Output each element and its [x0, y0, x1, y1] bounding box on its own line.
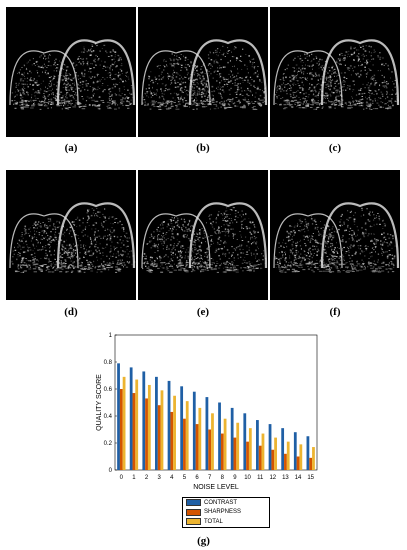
- bar-total-13: [286, 441, 290, 470]
- bar-total-9: [236, 422, 240, 470]
- bar-contrast-1: [129, 367, 133, 470]
- y-axis-label: QUALITY SCORE: [96, 374, 103, 431]
- x-tick-label: 12: [269, 475, 276, 481]
- chart-legend: CONTRAST SHARPNESS TOTAL: [182, 497, 270, 528]
- bar-total-4: [173, 395, 176, 470]
- bar-sharpness-4: [170, 411, 174, 470]
- y-tick-label: 0.6: [104, 387, 113, 393]
- x-tick-label: 13: [282, 475, 289, 481]
- bar-sharpness-11: [258, 445, 262, 470]
- x-tick-label: 9: [233, 475, 237, 481]
- bar-sharpness-8: [220, 433, 224, 470]
- legend-item-sharpness: SHARPNESS: [183, 508, 269, 518]
- x-tick-label: 2: [145, 475, 149, 481]
- panel-f-caption: (f): [329, 306, 341, 318]
- panel-e-image: [138, 170, 268, 300]
- x-tick-label: 4: [170, 475, 174, 481]
- bar-total-0: [122, 376, 126, 470]
- x-tick-label: 0: [120, 475, 124, 481]
- y-tick-label: 0.4: [104, 414, 113, 420]
- legend-swatch-sharpness: [186, 508, 201, 516]
- bar-sharpness-0: [119, 389, 123, 470]
- x-tick-label: 11: [257, 475, 264, 481]
- y-tick-label: 0.2: [104, 441, 113, 447]
- bar-sharpness-3: [157, 405, 161, 470]
- panel-c-image: [270, 7, 400, 137]
- x-tick-label: 15: [307, 475, 314, 481]
- x-tick-label: 5: [183, 475, 187, 481]
- legend-item-total: TOTAL: [183, 517, 269, 527]
- legend-swatch-contrast: [186, 499, 201, 507]
- bar-total-2: [147, 384, 151, 470]
- bar-sharpness-5: [183, 418, 186, 470]
- bar-sharpness-9: [233, 437, 237, 470]
- legend-label-total: TOTAL: [204, 518, 223, 525]
- bar-sharpness-13: [284, 453, 287, 470]
- y-tick-label: 0.8: [104, 360, 113, 366]
- bar-sharpness-10: [246, 441, 249, 470]
- bar-contrast-15: [306, 436, 310, 470]
- chart-caption: (g): [197, 535, 210, 547]
- y-tick-label: 1: [109, 333, 113, 339]
- x-tick-label: 7: [208, 475, 212, 481]
- x-tick-label: 3: [158, 475, 162, 481]
- bar-contrast-5: [180, 386, 184, 470]
- bar-sharpness-2: [145, 398, 148, 470]
- bar-contrast-14: [293, 432, 297, 470]
- bar-total-3: [160, 390, 164, 470]
- bar-total-15: [312, 447, 315, 470]
- bar-total-12: [274, 437, 277, 470]
- panel-f-image: [270, 170, 400, 300]
- bar-contrast-7: [205, 397, 209, 470]
- x-tick-label: 6: [195, 475, 199, 481]
- x-tick-label: 14: [295, 475, 302, 481]
- bar-contrast-13: [281, 428, 285, 470]
- panel-c-caption: (c): [328, 142, 342, 154]
- bar-contrast-9: [230, 407, 234, 470]
- x-tick-label: 8: [221, 475, 225, 481]
- bar-sharpness-1: [132, 393, 136, 470]
- quality-score-bar-chart: 00.20.40.60.810 1 2 3 4 5 6 7 8 9 10 11 12 13 14 15 QUA…: [96, 333, 318, 491]
- bar-contrast-12: [268, 424, 272, 470]
- x-tick-label: 1: [132, 475, 136, 481]
- bar-contrast-2: [142, 371, 146, 470]
- bar-sharpness-14: [296, 456, 300, 470]
- panel-e-caption: (e): [196, 306, 210, 318]
- bar-contrast-4: [167, 380, 171, 470]
- bar-total-7: [211, 413, 214, 470]
- legend-label-contrast: CONTRAST: [204, 499, 237, 506]
- bar-sharpness-7: [208, 429, 212, 470]
- y-tick-label: 0: [109, 468, 113, 474]
- bar-total-11: [261, 433, 265, 470]
- bar-total-1: [135, 379, 139, 470]
- bar-contrast-0: [117, 363, 120, 470]
- bar-total-5: [185, 401, 189, 470]
- panel-a-caption: (a): [64, 142, 78, 154]
- bar-contrast-8: [218, 402, 221, 470]
- bar-sharpness-6: [195, 424, 199, 470]
- panel-d-image: [6, 170, 136, 300]
- legend-swatch-total: [186, 518, 201, 526]
- bar-total-14: [299, 444, 303, 470]
- bar-sharpness-15: [309, 457, 313, 470]
- bar-contrast-10: [243, 413, 247, 470]
- panel-a-image: [6, 7, 136, 137]
- bar-contrast-3: [155, 376, 158, 470]
- bar-contrast-6: [192, 391, 196, 470]
- bar-sharpness-12: [271, 449, 275, 470]
- panel-b-caption: (b): [196, 142, 210, 154]
- bar-total-6: [198, 407, 202, 470]
- panel-d-caption: (d): [64, 306, 78, 318]
- legend-item-contrast: CONTRAST: [183, 498, 269, 508]
- bar-contrast-11: [256, 420, 259, 470]
- bar-total-10: [248, 428, 252, 470]
- x-axis-label: NOISE LEVEL: [193, 484, 239, 491]
- legend-label-sharpness: SHARPNESS: [204, 509, 242, 516]
- panel-b-image: [138, 7, 268, 137]
- bar-total-8: [223, 418, 227, 470]
- x-tick-label: 10: [244, 475, 251, 481]
